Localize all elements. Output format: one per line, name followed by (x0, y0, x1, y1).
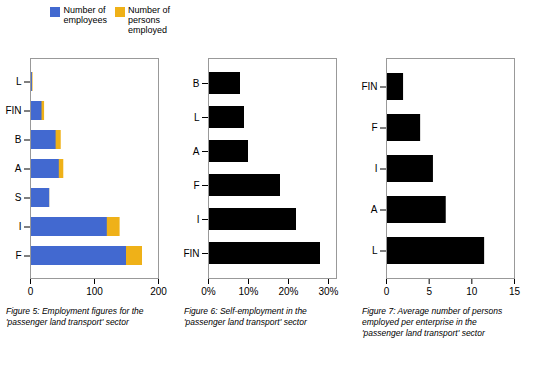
html-text:Number of persons employed: Number of persons employed (128, 5, 170, 35)
svg-text:L: L (372, 245, 378, 256)
svg-text:0: 0 (28, 286, 34, 297)
html-text:Figure 7: Average number of pe: Figure 7: Average number of persons empl… (362, 306, 503, 339)
svg-text:I: I (197, 214, 200, 225)
svg-text:F: F (371, 122, 377, 133)
svg-text:F: F (193, 180, 199, 191)
svg-text:A: A (193, 146, 200, 157)
html-text:Figure 6: Self-employment in t: Figure 6: Self-employment in the 'passen… (184, 306, 307, 327)
svg-text:200: 200 (150, 286, 167, 297)
html-text:Figure 5: Employment figures f: Figure 5: Employment figures for the 'pa… (6, 306, 144, 327)
svg-text:30%: 30% (318, 286, 338, 297)
svg-text:FIN: FIN (183, 248, 199, 259)
svg-text:15: 15 (509, 286, 521, 297)
svg-text:0: 0 (384, 286, 390, 297)
svg-text:L: L (16, 76, 22, 87)
svg-text:L: L (194, 112, 200, 123)
svg-text:5: 5 (426, 286, 432, 297)
svg-text:A: A (15, 163, 22, 174)
svg-text:FIN: FIN (5, 105, 21, 116)
svg-text:10: 10 (466, 286, 478, 297)
svg-text:S: S (15, 192, 22, 203)
svg-text:A: A (371, 204, 378, 215)
svg-text:I: I (375, 163, 378, 174)
svg-text:10%: 10% (238, 286, 258, 297)
svg-text:20%: 20% (278, 286, 298, 297)
svg-text:B: B (193, 78, 200, 89)
svg-text:F: F (15, 250, 21, 261)
svg-text:100: 100 (86, 286, 103, 297)
svg-text:B: B (15, 134, 22, 145)
html-text:Number of employees: Number of employees (63, 5, 107, 25)
svg-text:FIN: FIN (361, 81, 377, 92)
svg-text:0%: 0% (201, 286, 216, 297)
svg-text:I: I (19, 221, 22, 232)
